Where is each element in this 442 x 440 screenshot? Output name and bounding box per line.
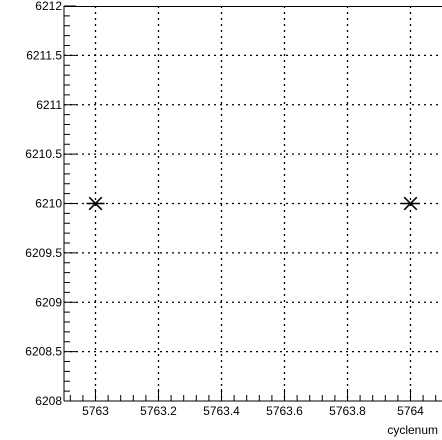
y-tick-label: 6209.5: [25, 246, 62, 260]
data-points: [86, 196, 420, 211]
y-tick-label: 6212: [35, 0, 62, 13]
y-tick-label: 6209: [35, 295, 62, 309]
y-tick-label: 6211.5: [26, 48, 62, 62]
y-tick-label: 6210.5: [25, 147, 62, 161]
asterisk-stroke-2: [403, 196, 418, 211]
data-point: [86, 196, 105, 211]
x-tick-label: 5763.4: [203, 404, 240, 418]
data-point: [401, 196, 420, 211]
x-tick-label: 5763.8: [329, 404, 366, 418]
x-tick-label: 5763.6: [266, 404, 303, 418]
axes: 5763 5763.2 5763.4 5763.6 5763.8 5764 6208 6208…: [25, 0, 442, 418]
y-tick-label: 6211: [36, 98, 62, 112]
x-tick-label: 5764: [397, 404, 424, 418]
x-axis-title: cyclenum: [387, 423, 438, 437]
y-tick-label: 6210: [35, 197, 62, 211]
x-tick-label: 5763: [82, 404, 109, 418]
y-tick-label: 6208.5: [25, 345, 62, 359]
asterisk-stroke-2: [88, 196, 103, 211]
y-tick-label: 6208: [35, 394, 62, 408]
x-tick-label: 5763.2: [140, 404, 177, 418]
grid-layer: [64, 6, 442, 401]
